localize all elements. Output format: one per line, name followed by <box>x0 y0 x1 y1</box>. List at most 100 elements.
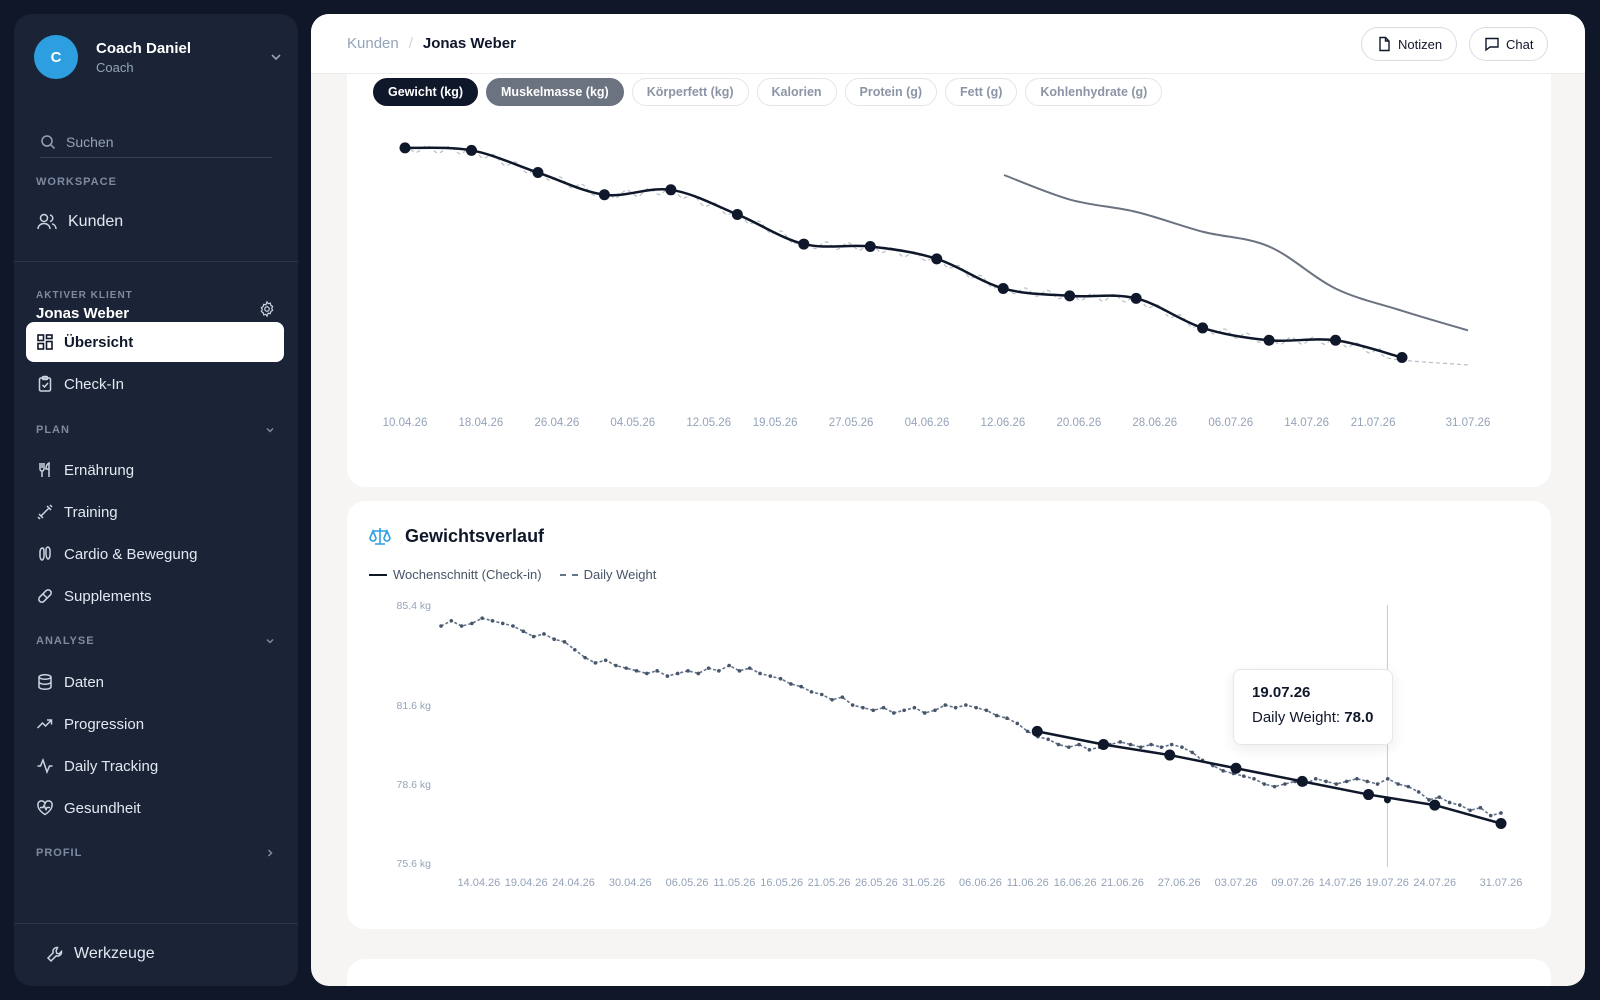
data-point-daily <box>1190 750 1195 755</box>
sidebar-item-gesundheit[interactable]: Gesundheit <box>26 788 284 828</box>
data-point-weekly <box>1495 818 1507 830</box>
coach-profile[interactable]: C Coach Daniel Coach <box>34 34 284 80</box>
data-point-daily <box>850 703 855 707</box>
sidebar-item-supplements[interactable]: Supplements <box>26 576 284 616</box>
notes-button[interactable]: Notizen <box>1361 27 1458 61</box>
legend-weekly[interactable]: Wochenschnitt (Check-in) <box>369 567 542 582</box>
pill-gewicht[interactable]: Gewicht (kg) <box>373 78 479 106</box>
sidebar-item-werkzeuge[interactable]: Werkzeuge <box>36 934 294 974</box>
data-point-daily <box>1118 740 1123 744</box>
pill-kohlenhydrate[interactable]: Kohlenhydrate (g) <box>1025 78 1163 106</box>
plan-section-label[interactable]: PLAN <box>36 424 276 436</box>
data-point-gewicht <box>598 189 610 201</box>
sidebar-item-label: Cardio & Bewegung <box>64 545 198 563</box>
metrics-line-chart: 10.04.26 18.04.26 26.04.26 04.05.26 12.05.26… <box>383 142 1490 429</box>
breadcrumb-parent[interactable]: Kunden <box>347 35 399 52</box>
wrench-icon <box>46 946 63 963</box>
data-point-daily <box>1499 811 1503 815</box>
workspace-section-label: WORKSPACE <box>36 176 117 188</box>
data-point-daily <box>1365 779 1370 784</box>
x-tick-label: 19.07.26 <box>1366 877 1409 889</box>
pill-muskelmasse[interactable]: Muskelmasse (kg) <box>486 78 624 106</box>
sidebar-item-training[interactable]: Training <box>26 492 284 532</box>
x-tick-label: 19.05.26 <box>753 417 798 429</box>
data-point-daily <box>1375 782 1380 786</box>
tooltip-value: Daily Weight: 78.0 <box>1252 709 1374 726</box>
data-point-daily <box>1355 776 1359 781</box>
data-point-daily <box>470 621 474 626</box>
breadcrumb-current: Jonas Weber <box>422 35 516 52</box>
divider <box>14 923 298 924</box>
x-tick-label: 31.07.26 <box>1480 877 1523 889</box>
search-bar[interactable] <box>40 126 272 158</box>
pill-kalorien[interactable]: Kalorien <box>756 78 837 106</box>
data-point-daily <box>1128 742 1133 747</box>
chat-button[interactable]: Chat <box>1469 27 1549 61</box>
data-point-daily <box>552 637 557 642</box>
data-point-daily <box>1437 795 1442 799</box>
sidebar-item-kunden[interactable]: Kunden <box>26 202 284 242</box>
x-tick-label: 16.06.26 <box>1054 877 1097 889</box>
data-point-daily <box>500 621 505 626</box>
x-tick-label: 06.07.26 <box>1208 417 1253 429</box>
data-point-daily <box>1252 776 1256 781</box>
data-point-daily <box>1478 805 1483 810</box>
data-point-daily <box>1488 813 1493 818</box>
data-point-daily <box>922 711 927 715</box>
data-point-daily <box>542 632 546 636</box>
data-point-daily <box>1087 747 1092 752</box>
data-point-daily <box>1262 782 1267 786</box>
data-point-daily <box>634 669 639 673</box>
data-point-daily <box>665 674 670 678</box>
data-point-weekly <box>1363 789 1374 801</box>
chart-tooltip: 19.07.26 Daily Weight: 78.0 <box>1233 669 1393 745</box>
analyse-section-label[interactable]: ANALYSE <box>36 635 276 647</box>
sidebar-item-label: Übersicht <box>64 333 134 351</box>
sidebar-item-uebersicht[interactable]: Übersicht <box>26 322 284 362</box>
sidebar-item-label: Gesundheit <box>64 799 141 817</box>
data-point-gewicht <box>532 167 544 179</box>
sidebar-item-cardio[interactable]: Cardio & Bewegung <box>26 534 284 574</box>
data-point-daily <box>902 708 906 713</box>
x-tick-label: 14.04.26 <box>457 877 500 889</box>
sidebar-item-label: Training <box>64 503 118 521</box>
gear-icon[interactable] <box>258 300 276 318</box>
sidebar-item-daily-tracking[interactable]: Daily Tracking <box>26 746 284 786</box>
data-point-daily <box>614 663 618 668</box>
data-point-daily <box>1427 798 1431 802</box>
data-point-daily <box>994 713 999 718</box>
sidebar-item-checkin[interactable]: Check-In <box>26 364 284 404</box>
data-point-daily <box>593 661 598 665</box>
sidebar-item-daten[interactable]: Daten <box>26 662 284 702</box>
sidebar-item-label: Check-In <box>64 375 125 393</box>
legend-daily[interactable]: Daily Weight <box>559 567 656 582</box>
divider <box>14 261 298 262</box>
data-point-daily <box>1221 769 1225 773</box>
data-point-gewicht <box>864 241 876 253</box>
sidebar-item-ernaehrung[interactable]: Ernährung <box>26 450 284 490</box>
x-tick-label: 26.04.26 <box>534 417 579 429</box>
pill-protein[interactable]: Protein (g) <box>844 78 938 106</box>
pill-fett[interactable]: Fett (g) <box>945 78 1018 106</box>
search-input[interactable] <box>66 133 256 150</box>
breadcrumb: Kunden / Jonas Weber <box>347 35 516 52</box>
x-tick-label: 21.07.26 <box>1351 417 1396 429</box>
data-point-gewicht <box>1396 352 1408 364</box>
data-point-gewicht <box>1064 290 1076 302</box>
x-tick-label: 24.04.26 <box>552 877 595 889</box>
profil-section-label[interactable]: PROFIL <box>36 847 276 859</box>
pill-koerperfett[interactable]: Körperfett (kg) <box>631 78 749 106</box>
data-point-weekly <box>1164 749 1176 761</box>
data-point-daily <box>1015 721 1020 726</box>
data-point-daily <box>1025 729 1030 734</box>
users-icon <box>37 213 57 230</box>
data-point-daily <box>984 708 989 713</box>
sidebar-item-progression[interactable]: Progression <box>26 704 284 744</box>
data-point-gewicht <box>1263 334 1275 346</box>
data-point-weekly <box>1429 799 1441 811</box>
data-point-daily <box>645 671 649 676</box>
metric-pills: Gewicht (kg) Muskelmasse (kg) Körperfett… <box>373 78 1163 106</box>
chevron-down-icon[interactable] <box>268 49 284 65</box>
chart-legend: Wochenschnitt (Check-in) Daily Weight <box>369 567 674 582</box>
data-point-daily <box>1056 742 1061 747</box>
